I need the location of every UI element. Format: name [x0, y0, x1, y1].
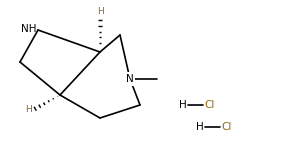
- Text: H: H: [25, 106, 32, 114]
- Text: NH: NH: [21, 24, 36, 34]
- Text: Cl: Cl: [222, 122, 232, 132]
- Text: N: N: [126, 74, 134, 84]
- Text: Cl: Cl: [205, 100, 215, 110]
- Text: H: H: [179, 100, 187, 110]
- Text: H: H: [196, 122, 204, 132]
- Text: H: H: [97, 7, 103, 16]
